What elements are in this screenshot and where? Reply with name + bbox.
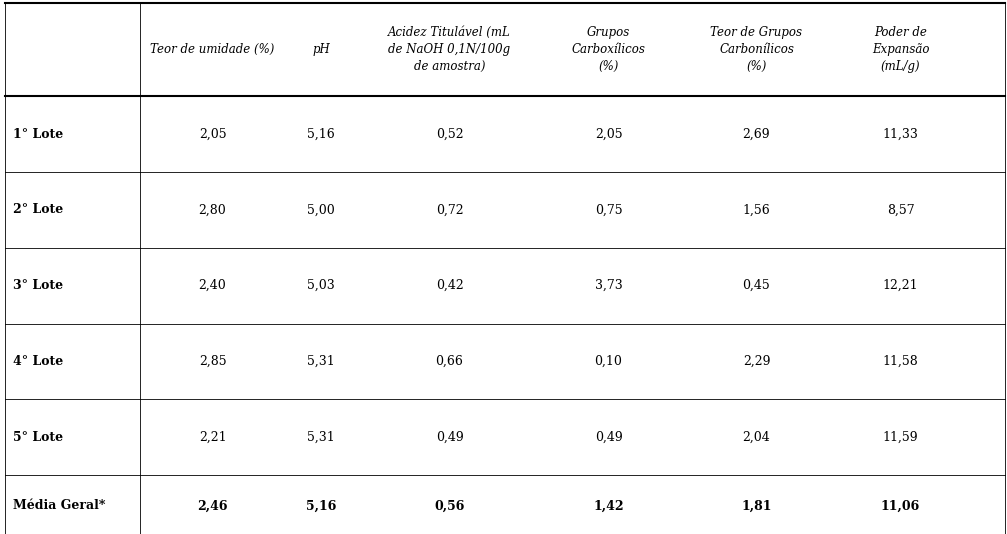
Text: 11,58: 11,58 — [882, 355, 918, 368]
Text: 1,81: 1,81 — [741, 499, 771, 513]
Text: 0,49: 0,49 — [436, 431, 463, 444]
Text: 1,42: 1,42 — [593, 499, 623, 513]
Text: Grupos
Carboxílicos
(%): Grupos Carboxílicos (%) — [572, 26, 645, 73]
Text: 1° Lote: 1° Lote — [13, 128, 63, 140]
Text: 11,33: 11,33 — [882, 128, 918, 140]
Text: Poder de
Expansão
(mL/g): Poder de Expansão (mL/g) — [872, 26, 929, 73]
Text: Teor de umidade (%): Teor de umidade (%) — [150, 43, 275, 56]
Text: 0,56: 0,56 — [434, 499, 464, 513]
Text: 2,40: 2,40 — [198, 279, 227, 292]
Text: 0,42: 0,42 — [436, 279, 463, 292]
Text: 11,59: 11,59 — [883, 431, 918, 444]
Text: 0,10: 0,10 — [594, 355, 622, 368]
Text: 0,45: 0,45 — [742, 279, 770, 292]
Text: 0,49: 0,49 — [594, 431, 622, 444]
Text: 5° Lote: 5° Lote — [13, 431, 63, 444]
Text: 5,31: 5,31 — [307, 355, 335, 368]
Text: 12,21: 12,21 — [883, 279, 918, 292]
Text: 2,29: 2,29 — [743, 355, 770, 368]
Text: 0,72: 0,72 — [436, 203, 463, 216]
Text: 3° Lote: 3° Lote — [13, 279, 63, 292]
Text: 0,75: 0,75 — [595, 203, 622, 216]
Text: 2,05: 2,05 — [595, 128, 622, 140]
Text: 5,31: 5,31 — [307, 431, 335, 444]
Text: 0,66: 0,66 — [436, 355, 463, 368]
Text: Média Geral*: Média Geral* — [13, 499, 106, 513]
Text: 2° Lote: 2° Lote — [13, 203, 63, 216]
Text: 2,85: 2,85 — [198, 355, 227, 368]
Text: 2,46: 2,46 — [197, 499, 228, 513]
Text: Acidez Titulável (mL
de NaOH 0,1N/100g
de amostra): Acidez Titulável (mL de NaOH 0,1N/100g d… — [388, 26, 511, 73]
Text: 2,69: 2,69 — [743, 128, 770, 140]
Text: 8,57: 8,57 — [887, 203, 914, 216]
Text: 2,21: 2,21 — [198, 431, 227, 444]
Text: Teor de Grupos
Carbonílicos
(%): Teor de Grupos Carbonílicos (%) — [711, 26, 803, 73]
Text: 5,00: 5,00 — [307, 203, 335, 216]
Text: 2,80: 2,80 — [198, 203, 227, 216]
Text: 5,16: 5,16 — [307, 128, 335, 140]
Text: pH: pH — [312, 43, 330, 56]
Text: 0,52: 0,52 — [436, 128, 463, 140]
Text: 3,73: 3,73 — [594, 279, 622, 292]
Text: 5,03: 5,03 — [307, 279, 335, 292]
Text: 2,04: 2,04 — [742, 431, 770, 444]
Text: 2,05: 2,05 — [198, 128, 227, 140]
Text: 1,56: 1,56 — [742, 203, 770, 216]
Text: 11,06: 11,06 — [881, 499, 920, 513]
Text: 5,16: 5,16 — [306, 499, 336, 513]
Text: 4° Lote: 4° Lote — [13, 355, 63, 368]
